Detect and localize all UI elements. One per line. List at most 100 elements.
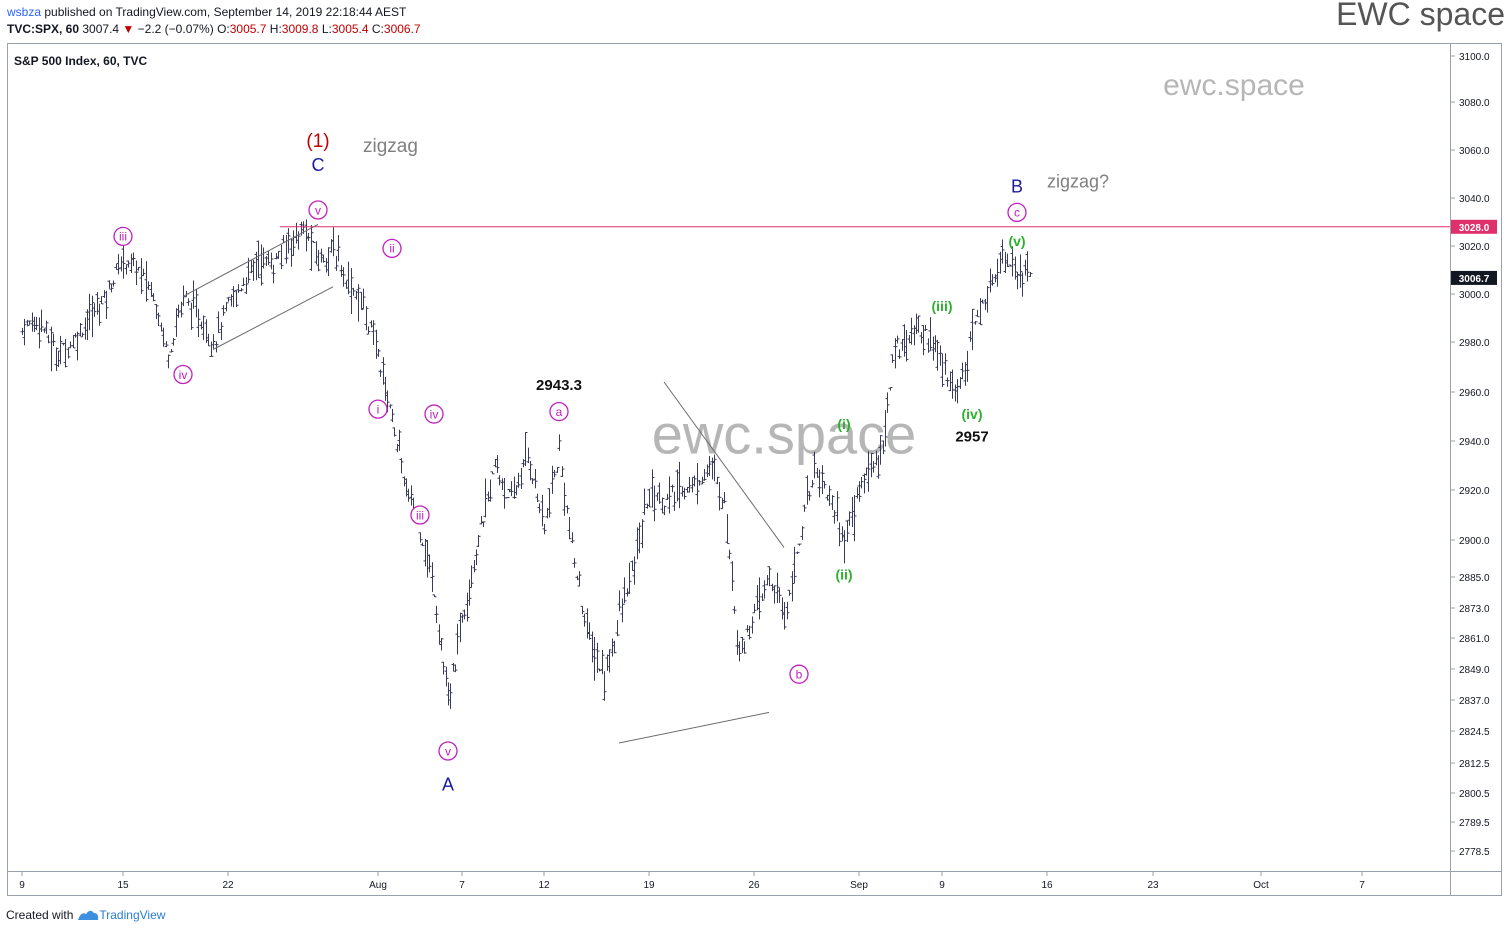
wave-label-circle xyxy=(410,505,430,525)
chart-title: S&P 500 Index, 60, TVC xyxy=(14,54,148,68)
y-tick-label: 2861.0 xyxy=(1459,634,1490,645)
x-tick-label: 23 xyxy=(1147,880,1159,891)
wave-label-circle xyxy=(382,238,402,259)
wave-label: (i) xyxy=(837,416,850,432)
wave-label: iii xyxy=(416,508,424,522)
x-tick-label: 19 xyxy=(643,880,655,891)
y-tick-label: 3080.0 xyxy=(1459,98,1490,109)
wave-label-circle xyxy=(173,364,193,385)
down-arrow-icon: ▼ xyxy=(122,22,135,36)
last-price-tag xyxy=(1451,270,1497,285)
chart-frame xyxy=(7,43,1502,896)
y-tick-label: 2980.0 xyxy=(1459,338,1490,349)
wave-label: i xyxy=(377,402,380,416)
y-tick-label: 2812.5 xyxy=(1459,759,1490,770)
drawing-layer: 3028.0 3006.7 xyxy=(182,219,1497,744)
open-label: O: xyxy=(217,22,230,36)
watermark-layer: ewc.space ewc.space xyxy=(652,69,1305,465)
author-link[interactable]: wsbza xyxy=(7,5,42,19)
x-tick-label: Aug xyxy=(369,880,387,891)
level-price-label: 3028.0 xyxy=(1459,223,1490,234)
watermark-text: ewc.space xyxy=(652,402,917,465)
tradingview-logo-icon xyxy=(78,910,99,920)
wave-label: 2957 xyxy=(955,429,988,446)
close-label: C: xyxy=(371,22,384,36)
price-axis: 3100.0 3080.0 3060.0 3040.0 3020.0 3000.0 2980… xyxy=(1450,52,1490,858)
open-value: 3005.7 xyxy=(229,22,267,36)
wave-label: (v) xyxy=(1008,233,1025,249)
time-axis: 9 15 22 Aug 7 12 19 26 Sep 9 16 23 Oct 7 xyxy=(19,871,1365,891)
wave-label: v xyxy=(445,744,451,758)
low-label: L: xyxy=(321,22,332,36)
wave-label-circle xyxy=(789,664,809,684)
wave-label: (ii) xyxy=(835,567,852,583)
last-price: 3007.4 xyxy=(82,22,120,36)
wave-label: c xyxy=(1014,206,1020,220)
wave-label: iv xyxy=(430,407,439,421)
trend-line xyxy=(182,223,319,297)
wave-label-circle xyxy=(113,226,133,247)
low-value: 3005.4 xyxy=(331,22,369,36)
x-tick-label: 12 xyxy=(538,880,550,891)
x-tick-label: 15 xyxy=(117,880,129,891)
price-change: −2.2 (−0.07%) xyxy=(137,22,214,36)
quote-line: TVC:SPX, 60 3007.4 ▼ −2.2 (−0.07%) O:300… xyxy=(7,22,421,36)
x-tick-label: 9 xyxy=(939,880,945,891)
x-tick-label: 9 xyxy=(19,880,25,891)
wave-label-circle xyxy=(424,404,444,424)
wave-label-circle xyxy=(438,741,458,761)
y-tick-label: 2960.0 xyxy=(1459,388,1490,399)
y-tick-label: 2885.0 xyxy=(1459,573,1490,584)
wave-label-circle xyxy=(1007,202,1027,223)
trend-line xyxy=(212,286,334,350)
trend-line xyxy=(663,381,785,548)
tradingview-label: TradingView xyxy=(99,908,166,922)
x-tick-label: 22 xyxy=(222,880,234,891)
y-tick-label: 2837.0 xyxy=(1459,696,1490,707)
y-tick-label: 2873.0 xyxy=(1459,604,1490,615)
wave-label: (iv) xyxy=(962,406,983,422)
wave-label: C xyxy=(312,155,325,175)
wave-label: iv xyxy=(179,368,188,382)
y-tick-label: 3040.0 xyxy=(1459,194,1490,205)
publish-info: wsbza published on TradingView.com, Sept… xyxy=(7,5,406,19)
last-price-label: 3006.7 xyxy=(1459,274,1490,285)
x-tick-label: Oct xyxy=(1253,880,1269,891)
wave-label: zigzag? xyxy=(1047,172,1109,192)
y-tick-label: 2824.5 xyxy=(1459,727,1490,738)
trend-line xyxy=(618,711,770,744)
y-tick-label: 2900.0 xyxy=(1459,536,1490,547)
x-tick-label: 7 xyxy=(1359,880,1365,891)
wave-label: 2943.3 xyxy=(536,377,582,394)
publish-text: published on TradingView.com, September … xyxy=(41,5,407,19)
y-tick-label: 3060.0 xyxy=(1459,146,1490,157)
tradingview-link[interactable]: TradingView xyxy=(77,908,165,922)
symbol-label: TVC:SPX, 60 xyxy=(7,22,80,36)
ohlc-bars xyxy=(20,219,1033,709)
wave-label-circle xyxy=(308,200,328,220)
wave-label: v xyxy=(315,203,321,217)
wave-label: A xyxy=(442,775,454,795)
wave-label: b xyxy=(796,667,803,681)
x-tick-label: 7 xyxy=(459,880,465,891)
y-tick-label: 2789.5 xyxy=(1459,818,1490,829)
y-tick-label: 2800.5 xyxy=(1459,789,1490,800)
high-label: H: xyxy=(269,22,282,36)
y-tick-label: 3020.0 xyxy=(1459,242,1490,253)
high-value: 3009.8 xyxy=(281,22,319,36)
wave-label-circle xyxy=(549,401,569,422)
created-with-text: Created with xyxy=(6,908,74,922)
level-price-tag xyxy=(1451,219,1497,234)
y-tick-label: 2940.0 xyxy=(1459,437,1490,448)
y-tick-label: 2778.5 xyxy=(1459,847,1490,858)
wave-label: ii xyxy=(389,242,394,256)
watermark-text: ewc.space xyxy=(1163,69,1305,102)
y-tick-label: 3000.0 xyxy=(1459,290,1490,301)
y-tick-label: 2920.0 xyxy=(1459,486,1490,497)
x-tick-label: 16 xyxy=(1041,880,1053,891)
wave-label: (1) xyxy=(306,131,329,152)
x-tick-label: 26 xyxy=(748,880,760,891)
wave-label: a xyxy=(556,405,563,419)
